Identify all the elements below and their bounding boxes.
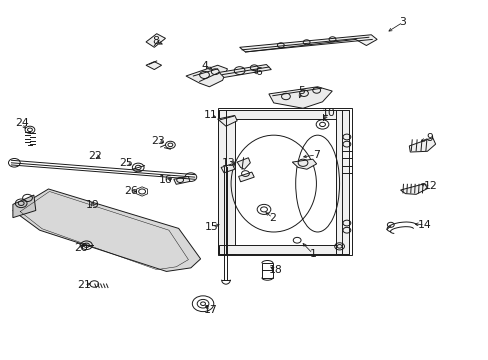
Polygon shape xyxy=(13,189,200,271)
Polygon shape xyxy=(219,64,271,77)
Polygon shape xyxy=(335,110,348,253)
Polygon shape xyxy=(185,65,227,87)
Text: 14: 14 xyxy=(417,220,431,230)
Polygon shape xyxy=(173,176,189,184)
Text: 6: 6 xyxy=(255,67,262,77)
Text: 13: 13 xyxy=(222,158,235,168)
Polygon shape xyxy=(217,108,351,255)
Polygon shape xyxy=(13,195,36,218)
Polygon shape xyxy=(146,62,161,69)
Text: 25: 25 xyxy=(120,158,133,168)
Text: 18: 18 xyxy=(268,265,282,275)
Text: 5: 5 xyxy=(298,86,305,96)
Text: 26: 26 xyxy=(124,186,138,197)
Text: 24: 24 xyxy=(15,118,29,128)
Polygon shape xyxy=(219,244,348,253)
Polygon shape xyxy=(408,138,435,152)
Polygon shape xyxy=(268,87,331,108)
Text: 4: 4 xyxy=(201,61,207,71)
Polygon shape xyxy=(400,184,427,194)
Text: 16: 16 xyxy=(158,175,172,185)
Polygon shape xyxy=(261,263,272,278)
Text: 2: 2 xyxy=(269,213,276,222)
Polygon shape xyxy=(239,35,376,52)
Polygon shape xyxy=(238,172,254,182)
Polygon shape xyxy=(237,158,250,169)
Text: 9: 9 xyxy=(426,133,432,143)
Text: 21: 21 xyxy=(77,280,91,290)
Text: 20: 20 xyxy=(74,243,87,253)
Polygon shape xyxy=(146,34,165,47)
Text: 23: 23 xyxy=(151,136,165,145)
Polygon shape xyxy=(217,116,237,126)
Text: 7: 7 xyxy=(312,150,319,160)
Text: 22: 22 xyxy=(88,150,102,161)
Text: 10: 10 xyxy=(321,108,335,118)
Text: 12: 12 xyxy=(423,181,437,191)
Text: 19: 19 xyxy=(85,200,99,210)
Text: 3: 3 xyxy=(399,17,406,27)
Text: 17: 17 xyxy=(203,305,217,315)
Polygon shape xyxy=(217,110,234,253)
Text: 11: 11 xyxy=(203,111,217,121)
Polygon shape xyxy=(219,110,348,119)
Polygon shape xyxy=(221,164,234,173)
Polygon shape xyxy=(292,159,316,169)
Text: 15: 15 xyxy=(204,222,218,231)
Text: 8: 8 xyxy=(152,36,159,46)
Text: 1: 1 xyxy=(309,248,316,258)
